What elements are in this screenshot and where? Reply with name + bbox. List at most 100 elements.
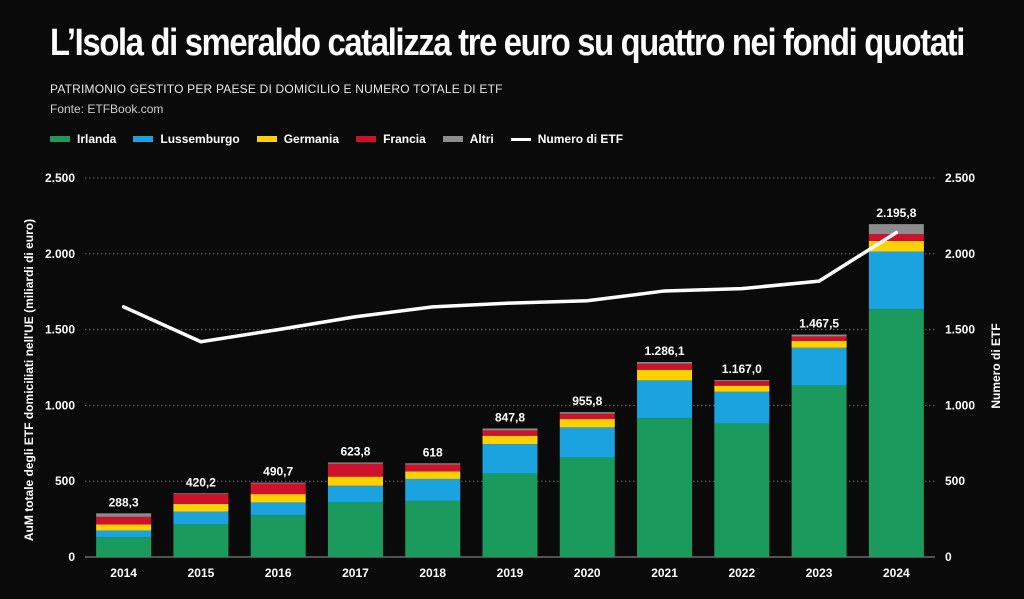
bar-segment-irlanda xyxy=(637,418,693,557)
bar-segment-germania xyxy=(637,369,693,381)
y2-tick-label: 2.000 xyxy=(945,247,975,261)
bar-segment-altri xyxy=(868,224,924,235)
bar-segment-francia xyxy=(868,234,924,241)
y-tick-label: 0 xyxy=(68,550,75,564)
bar-segment-altri xyxy=(714,380,770,382)
bar-segment-lussemburgo xyxy=(714,391,770,424)
legend-item-francia: Francia xyxy=(356,132,426,146)
chart-source: Fonte: ETFBook.com xyxy=(50,102,164,116)
legend-item-germania: Germania xyxy=(256,132,340,146)
etf-count-line xyxy=(121,230,899,344)
bar-segment-francia xyxy=(327,463,383,477)
legend-item-lussemburgo: Lussemburgo xyxy=(133,132,240,146)
legend-item-altri: Altri xyxy=(442,132,494,146)
bar-segment-germania xyxy=(327,476,383,486)
y-axis-title: AuM totale degli ETF domiciliati nell'UE… xyxy=(22,219,36,541)
bar-segment-germania xyxy=(559,419,615,428)
legend-swatch-altri xyxy=(442,136,463,142)
bar-segment-irlanda xyxy=(405,500,461,557)
legend-label: Francia xyxy=(383,132,426,146)
bar-segment-germania xyxy=(173,503,229,512)
x-tick-label: 2018 xyxy=(419,566,446,580)
bar-segment-altri xyxy=(173,493,229,495)
x-tick-label: 2015 xyxy=(188,566,215,580)
bar-segment-altri xyxy=(559,412,615,414)
y-tick-label: 1.000 xyxy=(45,398,75,412)
x-tick-label: 2019 xyxy=(497,566,524,580)
total-value-label: 618 xyxy=(423,445,443,459)
bar-segment-germania xyxy=(482,435,538,445)
bar-segment-lussemburgo xyxy=(791,347,847,386)
bar-segment-irlanda xyxy=(250,515,306,557)
legend-swatch-irlanda xyxy=(50,136,70,142)
bar-segment-lussemburgo xyxy=(559,427,615,458)
bar-segment-irlanda xyxy=(327,502,383,557)
y-tick-label: 500 xyxy=(55,474,75,488)
bar-segment-lussemburgo xyxy=(327,485,383,503)
total-value-label: 2.195,8 xyxy=(876,206,916,220)
bar-segment-germania xyxy=(714,385,770,392)
bar-segment-irlanda xyxy=(96,537,152,557)
legend-label: Lussemburgo xyxy=(160,132,240,146)
bar-stacks xyxy=(96,224,924,557)
bar-segment-lussemburgo xyxy=(482,444,538,474)
x-tick-label: 2017 xyxy=(342,566,369,580)
bar-segment-altri xyxy=(250,482,306,484)
bar-segment-irlanda xyxy=(791,385,847,557)
bar-segment-francia xyxy=(714,381,770,386)
bar-segment-francia xyxy=(559,413,615,420)
y2-tick-label: 2.500 xyxy=(945,171,975,185)
etf-count-polyline xyxy=(121,230,899,344)
total-value-label: 1.467,5 xyxy=(799,317,839,331)
bar-segment-altri xyxy=(405,463,461,465)
bar-segment-lussemburgo xyxy=(250,502,306,516)
value-labels: 288,3 420,2 490,7 623,8 618 847,8 955,8 1.286,1… xyxy=(109,206,917,509)
bar-segment-altri xyxy=(327,462,383,464)
x-tick-label: 2016 xyxy=(265,566,292,580)
bar-segment-francia xyxy=(96,516,152,525)
y2-tick-label: 1.500 xyxy=(945,323,975,337)
bar-segment-francia xyxy=(637,363,693,370)
bar-segment-germania xyxy=(791,340,847,348)
chart-title: L’Isola di smeraldo catalizza tre euro s… xyxy=(50,22,965,64)
legend-label: Germania xyxy=(283,132,340,146)
legend-item-numero-etf: Numero di ETF xyxy=(510,132,623,146)
bar-segment-francia xyxy=(250,483,306,495)
bar-segment-francia xyxy=(405,464,461,472)
bar-segment-lussemburgo xyxy=(173,511,229,525)
y-tick-label: 2.000 xyxy=(45,247,75,261)
bar-segment-altri xyxy=(791,334,847,337)
y2-tick-label: 0 xyxy=(945,550,952,564)
x-tick-label: 2020 xyxy=(574,566,601,580)
y2-axis-title: Numero di ETF xyxy=(989,323,1003,408)
total-value-label: 1.167,0 xyxy=(722,362,762,376)
axes: 0 0 500 500 1.000 1.000 1.500 1.500 2.000 2.000 2.… xyxy=(45,171,975,580)
x-tick-label: 2022 xyxy=(728,566,755,580)
legend-item-irlanda: Irlanda xyxy=(50,132,116,146)
bar-segment-altri xyxy=(482,428,538,431)
legend-swatch-francia xyxy=(356,136,377,142)
x-tick-label: 2021 xyxy=(651,566,678,580)
bar-segment-germania xyxy=(250,494,306,503)
bar-segment-lussemburgo xyxy=(405,478,461,501)
bar-segment-francia xyxy=(482,430,538,436)
bar-segment-lussemburgo xyxy=(868,251,924,310)
legend-label: Altri xyxy=(469,132,494,146)
total-value-label: 490,7 xyxy=(263,465,293,479)
bar-segment-francia xyxy=(173,494,229,504)
legend: Irlanda Lussemburgo Germania Francia Alt… xyxy=(50,132,640,146)
total-value-label: 1.286,1 xyxy=(645,344,685,358)
bar-segment-lussemburgo xyxy=(637,380,693,419)
y2-tick-label: 500 xyxy=(945,474,965,488)
bar-segment-irlanda xyxy=(482,473,538,557)
total-value-label: 847,8 xyxy=(495,410,525,424)
bar-segment-altri xyxy=(637,362,693,364)
bar-segment-irlanda xyxy=(868,309,924,557)
bar-segment-irlanda xyxy=(559,457,615,557)
y2-tick-label: 1.000 xyxy=(945,398,975,412)
x-tick-label: 2023 xyxy=(806,566,833,580)
y-tick-label: 1.500 xyxy=(45,323,75,337)
total-value-label: 955,8 xyxy=(572,394,602,408)
x-tick-label: 2014 xyxy=(110,566,137,580)
